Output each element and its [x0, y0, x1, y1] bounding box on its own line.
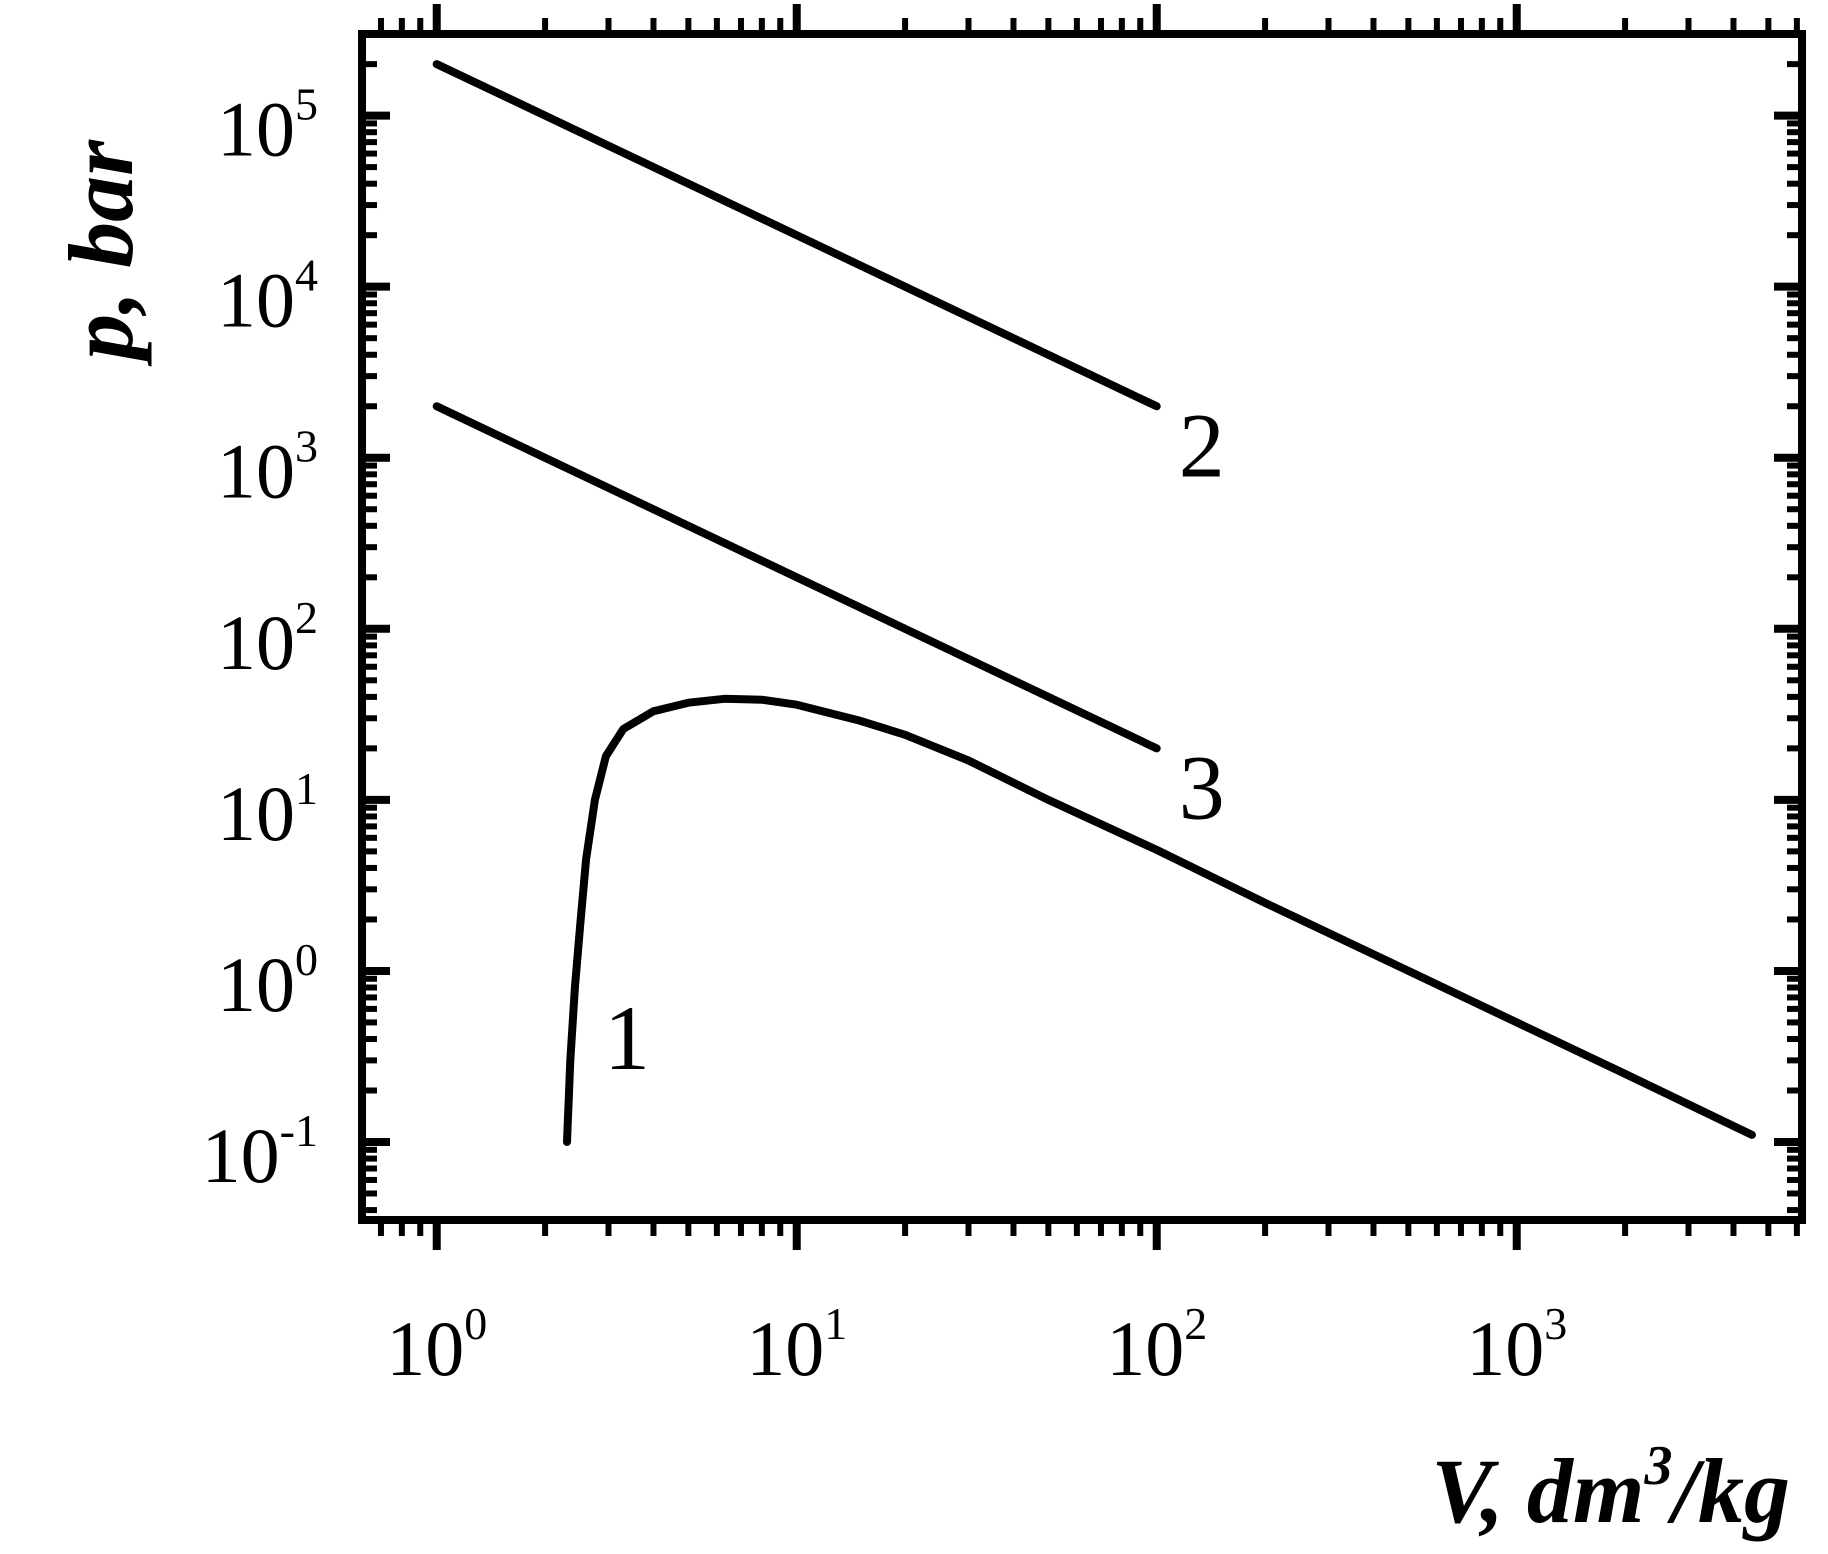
y-tick-base: 10 [217, 86, 295, 173]
curve-label-2: 2 [1179, 394, 1225, 496]
y-tick-exponent: 1 [295, 763, 318, 814]
x-axis-title-superscript: 3 [1643, 1435, 1672, 1497]
x-tick-label: 100 [386, 1298, 487, 1392]
series-layer [432, 60, 1756, 1146]
y-tick-label: 10-1 [202, 1105, 318, 1199]
y-tick-base: 10 [217, 770, 295, 857]
y-tick-label: 104 [217, 250, 318, 344]
y-tick-label: 100 [217, 934, 318, 1028]
x-tick-label: 101 [746, 1298, 847, 1392]
y-tick-base: 10 [217, 428, 295, 515]
y-tick-label: 105 [217, 79, 318, 173]
curve-label-3: 3 [1179, 736, 1225, 838]
y-tick-base: 10 [217, 599, 295, 686]
curve-label-1: 1 [604, 987, 650, 1089]
x-tick-label: 103 [1466, 1298, 1567, 1392]
series-line-3 [432, 402, 1161, 753]
y-tick-base: 10 [217, 257, 295, 344]
y-tick-exponent: 5 [295, 79, 318, 130]
y-axis-title: p, bar [50, 139, 152, 367]
x-tick-base: 10 [746, 1305, 824, 1392]
y-tick-exponent: 2 [295, 592, 318, 643]
series-line-2 [432, 60, 1161, 411]
y-tick-label: 101 [217, 763, 318, 857]
x-tick-exponent: 2 [1184, 1298, 1207, 1349]
x-tick-label: 102 [1106, 1298, 1207, 1392]
y-tick-exponent: 3 [295, 421, 318, 472]
x-tick-exponent: 1 [824, 1298, 847, 1349]
x-tick-base: 10 [1466, 1305, 1544, 1392]
x-tick-base: 10 [1106, 1305, 1184, 1392]
y-tick-exponent: 0 [295, 934, 318, 985]
major-ticks [362, 4, 1802, 1250]
y-tick-label: 102 [217, 592, 318, 686]
x-axis-title-unit: /kg [1666, 1440, 1790, 1542]
x-tick-base: 10 [386, 1305, 464, 1392]
x-tick-labels: 100 101 102 103 [386, 1298, 1567, 1392]
x-axis-title-main: V, dm [1431, 1440, 1644, 1542]
x-tick-exponent: 0 [464, 1298, 487, 1349]
plot-frame [358, 30, 1806, 1224]
y-tick-label: 103 [217, 421, 318, 515]
y-tick-base: 10 [217, 941, 295, 1028]
x-axis-title: V, dm3/kg [1431, 1435, 1790, 1542]
series-line-1 [563, 694, 1756, 1146]
x-tick-exponent: 3 [1544, 1298, 1567, 1349]
y-tick-exponent: 4 [295, 250, 318, 301]
curve-labels: 1 2 3 [604, 394, 1225, 1089]
y-tick-exponent: -1 [280, 1105, 318, 1156]
y-tick-base: 10 [202, 1112, 280, 1199]
